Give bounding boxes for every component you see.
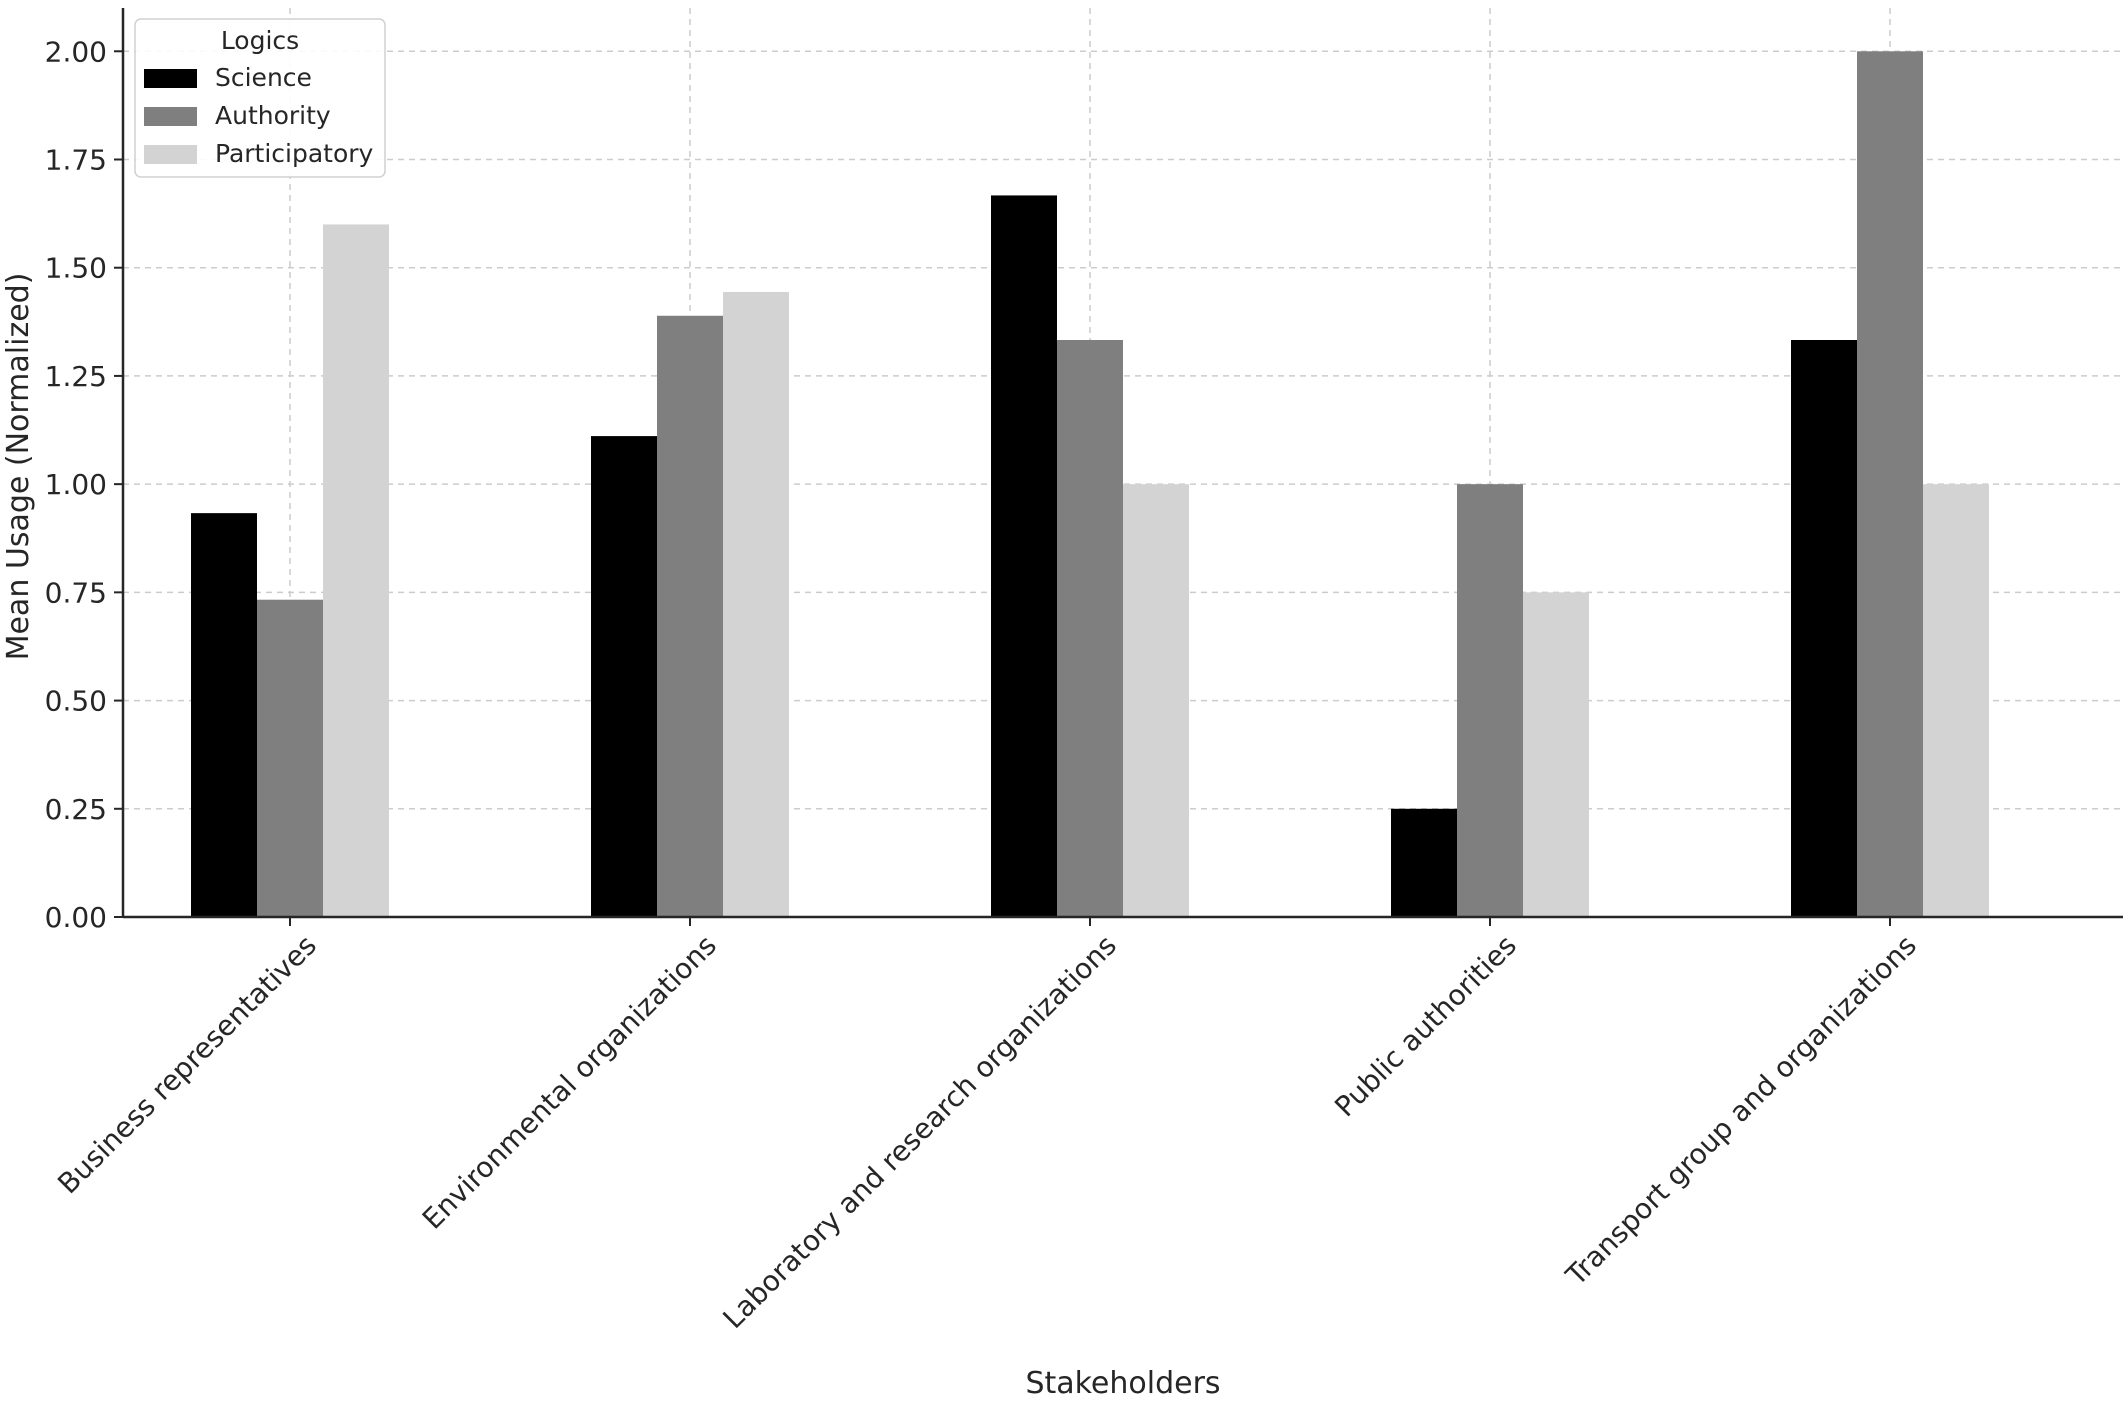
legend-swatch-science (144, 69, 197, 88)
legend: Logics Science Authority Participatory (134, 18, 386, 178)
bar-authority-3 (1057, 340, 1123, 917)
x-axis-title: Stakeholders (1025, 1366, 1220, 1398)
y-tick-label: 0.00 (45, 901, 107, 934)
y-tick-label: 0.25 (45, 793, 107, 826)
axes (114, 8, 2123, 926)
bar-science-5 (1791, 340, 1857, 917)
x-tick-label: Transport group and organizations (1559, 929, 1923, 1293)
legend-box (134, 18, 386, 178)
bar-science-4 (1391, 808, 1457, 917)
legend-swatch-participatory (144, 145, 197, 164)
y-tick-label: 2.00 (45, 35, 107, 68)
legend-label-science: Science (215, 63, 312, 92)
grid (123, 8, 2123, 918)
bar-science-1 (191, 513, 257, 917)
bar-authority-5 (1857, 51, 1923, 918)
y-tick-label: 0.75 (45, 576, 107, 609)
bar-authority-4 (1457, 484, 1523, 917)
bar-participatory-5 (1923, 484, 1989, 917)
bar-participatory-2 (723, 291, 789, 917)
bar-science-2 (591, 436, 657, 917)
bar-science-3 (991, 195, 1057, 918)
x-tick-label: Laboratory and research organizations (717, 929, 1123, 1335)
bar-participatory-4 (1523, 592, 1589, 917)
legend-title: Logics (221, 26, 299, 55)
bar-participatory-1 (323, 224, 389, 917)
y-tick-label: 1.75 (45, 144, 107, 177)
y-axis-title: Mean Usage (Normalized) (1, 273, 36, 661)
bar-authority-2 (657, 315, 723, 917)
bars (191, 51, 1989, 918)
legend-label-participatory: Participatory (215, 139, 374, 168)
x-tick-label: Environmental organizations (416, 929, 723, 1236)
y-tick-label: 1.00 (45, 468, 107, 501)
bar-participatory-3 (1123, 484, 1189, 917)
legend-swatch-authority (144, 107, 197, 126)
bar-authority-1 (257, 599, 323, 917)
y-tick-label: 1.50 (45, 252, 107, 285)
y-tick-label: 0.50 (45, 685, 107, 718)
x-tick-label: Public authorities (1328, 929, 1523, 1124)
legend-label-authority: Authority (215, 101, 331, 130)
x-tick-label: Business representatives (51, 929, 323, 1201)
y-tick-label: 1.25 (45, 360, 107, 393)
